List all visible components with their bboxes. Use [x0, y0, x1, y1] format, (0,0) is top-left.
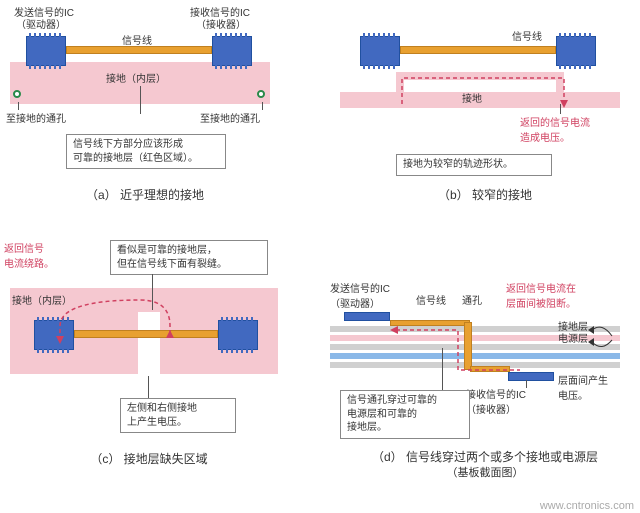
return-note-c: 返回信号 电流绕路。	[4, 240, 54, 270]
track-note-b-text: 接地为较窄的轨迹形状。	[403, 159, 513, 170]
callout-line-a1	[18, 102, 19, 110]
callout-c2	[148, 376, 149, 398]
power-layer-label: 电源层	[558, 330, 588, 345]
ic-tx-b	[360, 36, 400, 66]
via-left-a	[13, 90, 21, 98]
dashed-path-d	[390, 320, 560, 380]
caption-b: （b） 较窄的接地	[420, 186, 550, 203]
callout-c1	[152, 274, 153, 310]
via-label-left: 至接地的通孔	[6, 110, 66, 125]
voltage-note-c: 左侧和右侧接地 上产生电压。	[120, 398, 236, 433]
callout-line-a3	[140, 86, 141, 114]
ic-tx-d-label: 发送信号的IC （驱动器）	[330, 280, 390, 310]
signal-label-b: 信号线	[512, 28, 542, 43]
signal-label-d: 信号线	[416, 292, 446, 307]
callout-line-a2	[262, 102, 263, 110]
caption-a: （a） 近乎理想的接地	[60, 186, 230, 203]
ic-rx-d-label: 接收信号的IC （接收器）	[466, 386, 526, 416]
layer-arrows	[588, 324, 618, 364]
panel-d: 发送信号的IC （驱动器） 信号线 通孔 返回信号电流在 层面间被阻断。 接地层…	[330, 280, 640, 510]
ic-rx-b	[556, 36, 596, 66]
panel-c: 返回信号 电流绕路。 看似是可靠的接地层， 但在信号线下面有裂缝。 接地（内层）…	[10, 240, 310, 500]
via-label-right: 至接地的通孔	[200, 110, 260, 125]
ic-tx-d	[344, 312, 390, 321]
penetrate-note-d-text: 信号通孔穿过可靠的 电源层和可靠的 接地层。	[347, 395, 437, 433]
caption-d-sub: （基板截面图）	[420, 464, 550, 480]
voltage-note-d: 层面间产生 电压。	[558, 372, 608, 402]
signal-a	[66, 46, 212, 54]
note-a-text: 信号线下方部分应该形成 可靠的接地层（红色区域）。	[73, 139, 198, 164]
red-note-b: 返回的信号电流 造成电压。	[520, 114, 590, 144]
dashed-path-b	[390, 64, 580, 108]
penetrate-callout	[442, 348, 443, 390]
signal-label-a: 信号线	[122, 32, 152, 47]
red-note-d: 返回信号电流在 层面间被阻断。	[506, 280, 576, 310]
via-right-a	[257, 90, 265, 98]
ground-label-a: 接地（内层）	[106, 70, 166, 85]
dashed-path-c	[50, 290, 250, 350]
panel-b: 信号线 接地 返回的信号电流 造成电压。 接地为较窄的轨迹形状。 （b） 较窄的…	[340, 14, 630, 204]
ic-tx-a	[26, 36, 66, 66]
panel-a: 发送信号的IC （驱动器） 接收信号的IC （接收器） 信号线 接地（内层） 至…	[10, 4, 300, 204]
crack-note-c-text: 看似是可靠的接地层， 但在信号线下面有裂缝。	[117, 245, 227, 270]
via-label-d: 通孔	[462, 292, 482, 307]
signal-b	[400, 46, 556, 54]
watermark: www.cntronics.com	[540, 500, 634, 512]
ic-rx-a	[212, 36, 252, 66]
arrow-b	[560, 104, 561, 114]
penetrate-note-d: 信号通孔穿过可靠的 电源层和可靠的 接地层。	[340, 390, 470, 439]
caption-d: （d） 信号线穿过两个或多个接地或电源层	[350, 448, 620, 465]
note-a: 信号线下方部分应该形成 可靠的接地层（红色区域）。	[66, 134, 226, 169]
crack-note-c: 看似是可靠的接地层， 但在信号线下面有裂缝。	[110, 240, 268, 275]
tx-ic-label2: （驱动器）	[16, 16, 66, 31]
track-note-b: 接地为较窄的轨迹形状。	[396, 154, 552, 176]
rx-ic-label2: （接收器）	[196, 16, 246, 31]
voltage-note-c-text: 左侧和右侧接地 上产生电压。	[127, 403, 197, 428]
rx-callout	[526, 380, 527, 388]
caption-c: （c） 接地层缺失区域	[64, 450, 234, 467]
